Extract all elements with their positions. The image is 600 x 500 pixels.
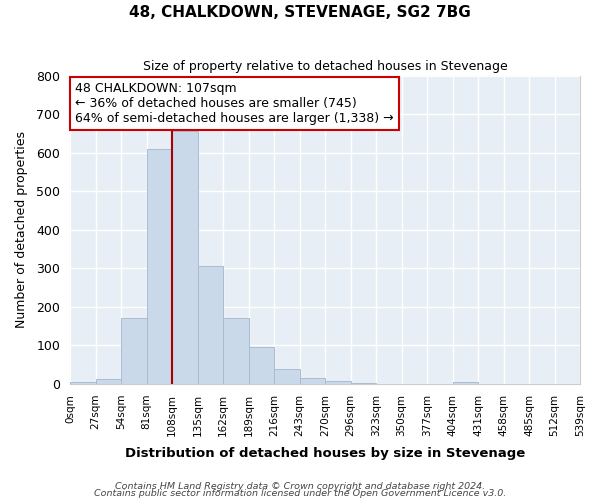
Text: 48 CHALKDOWN: 107sqm
← 36% of detached houses are smaller (745)
64% of semi-deta: 48 CHALKDOWN: 107sqm ← 36% of detached h… bbox=[75, 82, 394, 124]
Bar bbox=[146, 149, 172, 384]
Y-axis label: Number of detached properties: Number of detached properties bbox=[15, 132, 28, 328]
Text: 48, CHALKDOWN, STEVENAGE, SG2 7BG: 48, CHALKDOWN, STEVENAGE, SG2 7BG bbox=[129, 5, 471, 20]
Bar bbox=[172, 132, 197, 384]
Bar bbox=[121, 318, 146, 384]
Bar bbox=[248, 346, 274, 384]
Bar bbox=[452, 382, 478, 384]
Bar bbox=[197, 266, 223, 384]
Bar bbox=[299, 378, 325, 384]
X-axis label: Distribution of detached houses by size in Stevenage: Distribution of detached houses by size … bbox=[125, 447, 525, 460]
Bar bbox=[223, 318, 248, 384]
Bar bbox=[325, 381, 350, 384]
Bar bbox=[70, 382, 95, 384]
Text: Contains public sector information licensed under the Open Government Licence v3: Contains public sector information licen… bbox=[94, 490, 506, 498]
Bar bbox=[95, 380, 121, 384]
Bar bbox=[274, 368, 299, 384]
Title: Size of property relative to detached houses in Stevenage: Size of property relative to detached ho… bbox=[143, 60, 508, 73]
Text: Contains HM Land Registry data © Crown copyright and database right 2024.: Contains HM Land Registry data © Crown c… bbox=[115, 482, 485, 491]
